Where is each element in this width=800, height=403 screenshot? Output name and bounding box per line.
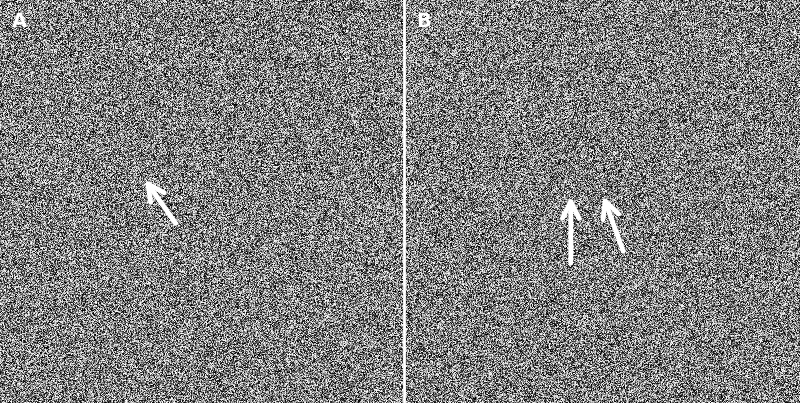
Text: B: B <box>417 12 431 31</box>
Text: A: A <box>12 12 27 31</box>
